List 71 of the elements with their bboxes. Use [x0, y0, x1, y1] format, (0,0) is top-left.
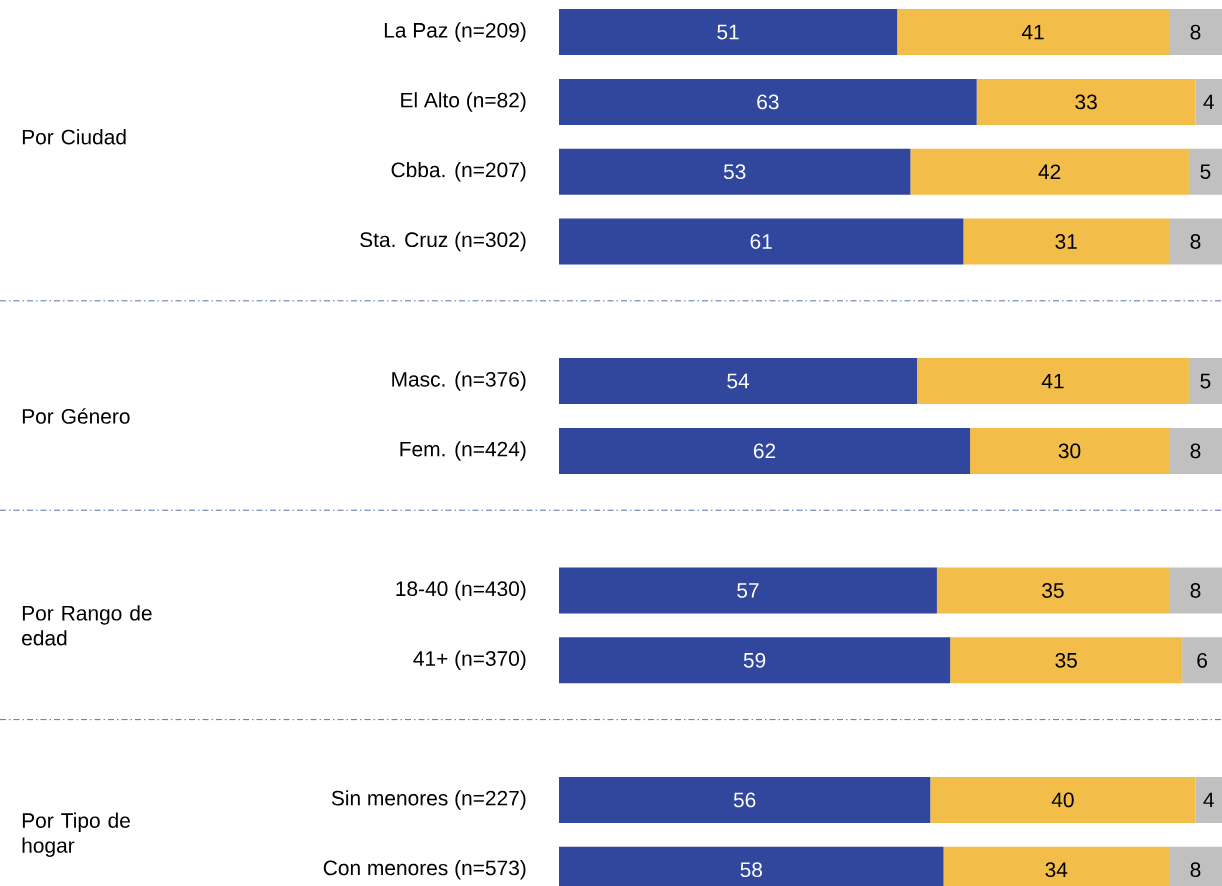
- bar: [936, 567, 1169, 614]
- bar: [1188, 148, 1222, 195]
- data-label: 34: [1045, 862, 1068, 878]
- data-label: 8: [1190, 24, 1201, 40]
- y-tick-label: 41+ (n=370): [413, 650, 526, 671]
- bar: [559, 148, 911, 195]
- data-label: 41: [1041, 373, 1064, 389]
- y-tick-label: Fem. (n=424): [400, 441, 526, 461]
- text: Por Ciudad: [22, 129, 126, 145]
- data-label: 4: [1203, 94, 1214, 110]
- data-label: 33: [1075, 94, 1097, 110]
- data-label: 31: [1055, 234, 1077, 249]
- y-tick-label: 18-40 (n=430): [396, 580, 526, 601]
- bar: [963, 218, 1169, 265]
- bar: [559, 427, 971, 474]
- bar: [559, 776, 931, 823]
- y-tick-label: La Paz (n=209): [384, 22, 526, 42]
- data-label: 58: [740, 862, 762, 878]
- y-tick-label: Masc. (n=376): [392, 371, 526, 391]
- bar: [1188, 358, 1222, 405]
- data-label: 61: [750, 234, 772, 249]
- bar: [897, 9, 1169, 56]
- text: Por Rango de edad: [22, 605, 152, 646]
- bar: [559, 358, 918, 405]
- bar: [1182, 637, 1222, 684]
- data-label: 5: [1200, 164, 1211, 179]
- bar: [970, 427, 1169, 474]
- data-label: 35: [1042, 583, 1064, 598]
- data-label: 54: [727, 373, 750, 389]
- y-tick-label: Con menores (n=573): [323, 859, 526, 880]
- bar: [559, 218, 964, 265]
- data-label: 59: [743, 652, 766, 668]
- data-label: 62: [753, 443, 776, 459]
- bar: [930, 776, 1196, 823]
- data-label: 56: [733, 792, 756, 808]
- data-label: 4: [1203, 792, 1214, 808]
- text: Por Género: [22, 408, 130, 424]
- data-label: 63: [757, 94, 779, 110]
- text: Por Tipo de hogar: [22, 812, 130, 857]
- data-label: 51: [717, 24, 739, 40]
- bar: [1168, 567, 1222, 614]
- y-tick-label: Cbba. (n=207): [391, 161, 526, 182]
- data-label: 8: [1190, 234, 1201, 249]
- bar: [1195, 776, 1222, 823]
- bar: [976, 78, 1196, 125]
- y-tick-label: Sta. Cruz (n=302): [360, 231, 526, 252]
- data-label: 8: [1190, 583, 1201, 598]
- y-tick-label: Sin menores (n=227): [331, 790, 526, 810]
- y-tick-label: El Alto (n=82): [401, 92, 526, 112]
- data-label: 57: [737, 583, 759, 598]
- bar: [1168, 218, 1222, 265]
- bar: [559, 78, 977, 125]
- data-label: 8: [1190, 862, 1201, 878]
- data-label: 41: [1021, 24, 1044, 40]
- data-label: 35: [1055, 652, 1077, 668]
- bar: [559, 9, 898, 56]
- bar: [950, 637, 1183, 684]
- data-label: 5: [1200, 373, 1211, 389]
- data-label: 6: [1197, 652, 1208, 668]
- bar: [1168, 427, 1222, 474]
- bar: [1168, 9, 1222, 56]
- data-label: 42: [1038, 164, 1061, 179]
- bar: [559, 567, 937, 614]
- data-label: 30: [1058, 443, 1081, 459]
- data-label: 53: [723, 164, 746, 180]
- data-label: 40: [1051, 792, 1074, 808]
- data-label: 8: [1190, 443, 1201, 459]
- bar: [917, 358, 1189, 405]
- bar: [559, 637, 951, 684]
- bar: [910, 148, 1189, 195]
- bar: [1195, 78, 1222, 125]
